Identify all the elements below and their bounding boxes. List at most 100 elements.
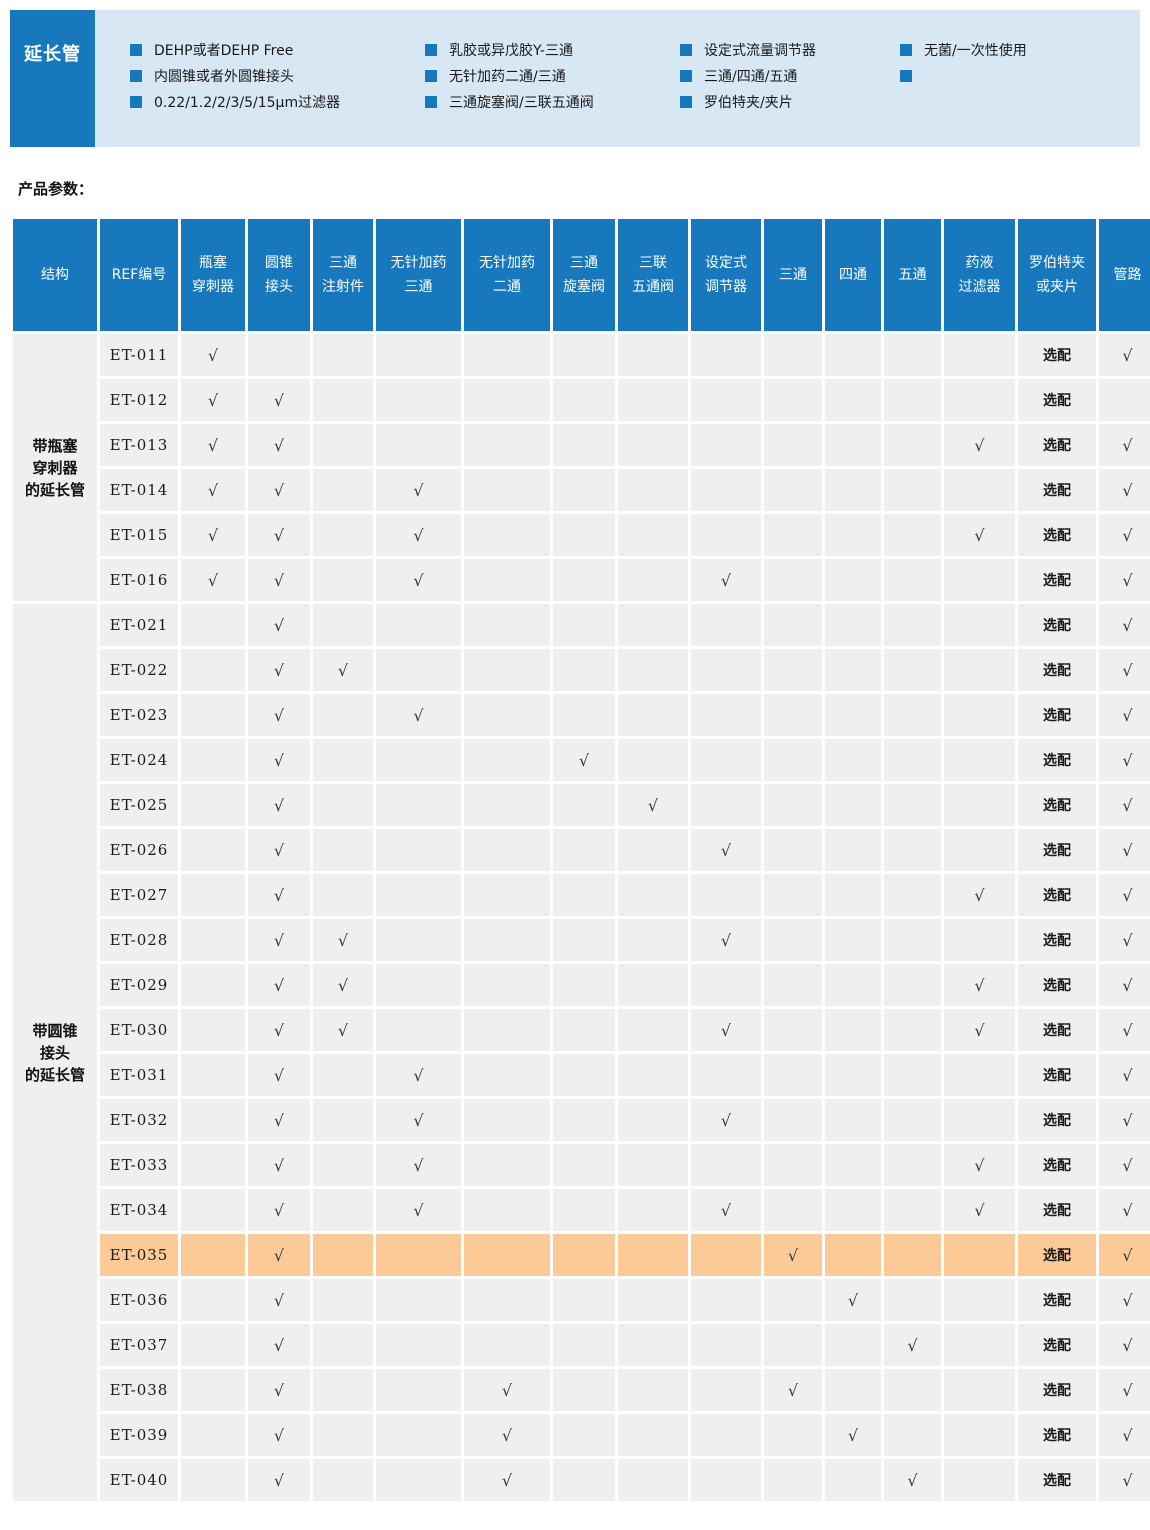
- check-cell: √: [1099, 1189, 1150, 1231]
- check-cell: √: [248, 1189, 310, 1231]
- column-header: 三通 旋塞阀: [553, 219, 615, 331]
- ref-code: ET-030: [100, 1009, 178, 1051]
- empty-cell: [464, 469, 550, 511]
- check-cell: √: [1099, 604, 1150, 646]
- empty-cell: [691, 1054, 761, 1096]
- optional-cell: 选配: [1018, 829, 1096, 871]
- check-icon: √: [720, 570, 732, 590]
- table-row: ET-026 √ √ 选配 √: [13, 829, 1150, 871]
- empty-cell: [884, 1054, 941, 1096]
- check-icon: √: [1122, 1065, 1133, 1085]
- empty-cell: [944, 559, 1015, 601]
- ref-code: ET-028: [100, 919, 178, 961]
- check-icon: √: [787, 1380, 799, 1400]
- empty-cell: [764, 1009, 822, 1051]
- check-icon: √: [847, 1425, 859, 1445]
- empty-cell: [376, 424, 461, 466]
- feature-item-label: DEHP或者DEHP Free: [154, 42, 294, 59]
- product-tag: 延长管: [10, 10, 95, 147]
- check-icon: √: [1122, 1335, 1133, 1355]
- column-header: 设定式 调节器: [691, 219, 761, 331]
- empty-cell: [884, 1414, 941, 1456]
- empty-cell: [376, 649, 461, 691]
- empty-cell: [464, 1009, 550, 1051]
- check-icon: √: [273, 525, 285, 545]
- check-icon: √: [1122, 525, 1133, 545]
- empty-cell: [553, 1459, 615, 1501]
- empty-cell: [764, 649, 822, 691]
- check-cell: √: [248, 964, 310, 1006]
- empty-cell: [944, 1279, 1015, 1321]
- empty-cell: [944, 469, 1015, 511]
- empty-cell: [944, 694, 1015, 736]
- empty-cell: [618, 829, 688, 871]
- optional-cell: 选配: [1018, 469, 1096, 511]
- check-icon: √: [974, 975, 985, 995]
- check-cell: √: [944, 874, 1015, 916]
- feature-item-label: 无菌/一次性使用: [924, 42, 1027, 59]
- optional-cell: 选配: [1018, 1189, 1096, 1231]
- check-icon: √: [1122, 1290, 1133, 1310]
- empty-cell: [691, 1279, 761, 1321]
- empty-cell: [553, 1414, 615, 1456]
- section-title: 产品参数：: [18, 180, 94, 198]
- empty-cell: [944, 1414, 1015, 1456]
- empty-cell: [884, 1279, 941, 1321]
- empty-cell: [825, 379, 881, 421]
- check-cell: √: [248, 1414, 310, 1456]
- check-icon: √: [273, 1380, 285, 1400]
- check-cell: √: [691, 1189, 761, 1231]
- feature-item: 三通旋塞阀/三联五通阀: [425, 93, 680, 111]
- optional-cell: 选配: [1018, 739, 1096, 781]
- empty-cell: [248, 334, 310, 376]
- check-icon: √: [413, 1110, 424, 1130]
- empty-cell: [313, 334, 373, 376]
- empty-cell: [825, 1054, 881, 1096]
- ref-code: ET-033: [100, 1144, 178, 1186]
- table-row: ET-027 √ √ 选配 √: [13, 874, 1150, 916]
- ref-code: ET-014: [100, 469, 178, 511]
- empty-cell: [464, 739, 550, 781]
- optional-cell: 选配: [1018, 1279, 1096, 1321]
- feature-item: 三通/四通/五通: [680, 67, 900, 85]
- ref-code: ET-013: [100, 424, 178, 466]
- feature-item-label: 三通旋塞阀/三联五通阀: [449, 94, 594, 111]
- empty-cell: [181, 874, 245, 916]
- check-icon: √: [1122, 570, 1133, 590]
- empty-cell: [691, 379, 761, 421]
- empty-cell: [764, 919, 822, 961]
- empty-cell: [691, 1414, 761, 1456]
- empty-cell: [944, 379, 1015, 421]
- empty-cell: [181, 1414, 245, 1456]
- check-cell: √: [248, 784, 310, 826]
- header-row: 结构 REF编号 瓶塞 穿刺器 圆锥 接头 三通 注射件 无针加药 三通 无针加药 二通 三通 旋塞阀 三联…: [13, 219, 1150, 331]
- ref-code: ET-024: [100, 739, 178, 781]
- check-cell: √: [464, 1459, 550, 1501]
- empty-cell: [618, 1459, 688, 1501]
- table-row: ET-032 √ √ √ 选配 √: [13, 1099, 1150, 1141]
- check-cell: √: [944, 1009, 1015, 1051]
- empty-cell: [313, 559, 373, 601]
- empty-cell: [553, 424, 615, 466]
- check-cell: √: [181, 424, 245, 466]
- empty-cell: [181, 604, 245, 646]
- empty-cell: [764, 1099, 822, 1141]
- check-cell: √: [691, 919, 761, 961]
- empty-cell: [553, 604, 615, 646]
- check-cell: √: [181, 514, 245, 556]
- check-cell: √: [248, 604, 310, 646]
- empty-cell: [553, 559, 615, 601]
- optional-cell: 选配: [1018, 1459, 1096, 1501]
- check-icon: √: [1122, 1245, 1133, 1265]
- empty-cell: [764, 334, 822, 376]
- feature-item-label: 乳胶或异戊胶Y-三通: [449, 42, 573, 59]
- ref-code: ET-012: [100, 379, 178, 421]
- empty-cell: [764, 559, 822, 601]
- empty-cell: [764, 379, 822, 421]
- empty-cell: [313, 424, 373, 466]
- feature-item: 乳胶或异戊胶Y-三通: [425, 41, 680, 59]
- check-cell: √: [944, 1144, 1015, 1186]
- check-cell: √: [464, 1369, 550, 1411]
- empty-cell: [464, 829, 550, 871]
- optional-cell: 选配: [1018, 1144, 1096, 1186]
